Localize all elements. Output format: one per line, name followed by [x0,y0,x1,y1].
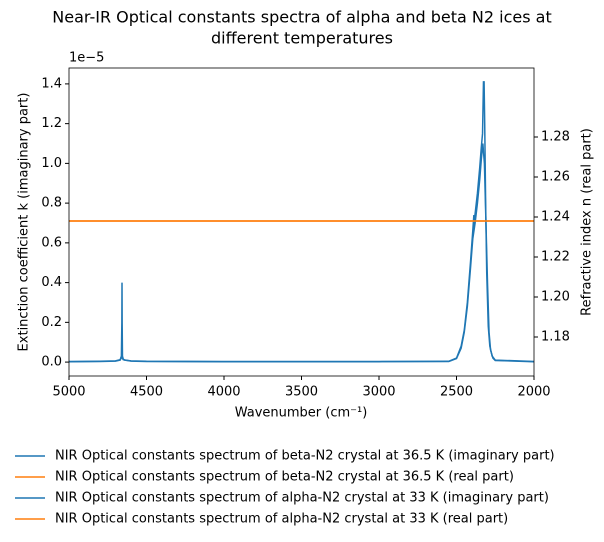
y2-axis-label: Refractive index n (real part) [580,128,595,316]
legend-label: NIR Optical constants spectrum of beta-N… [55,449,555,464]
x-tick-label: 5000 [52,385,85,400]
chart-title: different temperatures [211,29,393,48]
x-tick-label: 4500 [130,385,163,400]
legend-label: NIR Optical constants spectrum of beta-N… [55,470,514,485]
y-tick-label: 0.8 [41,196,62,211]
y-offset-label: 1e−5 [69,51,104,66]
legend-label: NIR Optical constants spectrum of alpha-… [55,491,549,506]
y-tick-label: 0.6 [41,235,62,250]
y2-tick-label: 1.20 [541,290,570,305]
x-tick-label: 2500 [440,385,473,400]
y-tick-label: 1.0 [41,156,62,171]
x-tick-label: 4000 [207,385,240,400]
y-tick-label: 1.4 [41,76,62,91]
y2-tick-label: 1.18 [541,330,570,345]
x-tick-label: 3500 [285,385,318,400]
plot-frame [68,67,535,377]
y-tick-label: 0.2 [41,315,62,330]
y2-tick-label: 1.22 [541,250,570,265]
y-tick-label: 0.4 [41,275,62,290]
y2-tick-label: 1.24 [541,210,570,225]
y2-tick-label: 1.26 [541,170,570,185]
y-axis-label: Extinction coefficient k (imaginary part… [17,93,32,352]
y2-tick-label: 1.28 [541,130,570,145]
x-tick-label: 3000 [362,385,395,400]
series-line [69,143,534,363]
y-tick-label: 1.2 [41,116,62,131]
x-tick-label: 2000 [517,385,550,400]
x-axis-label: Wavenumber (cm⁻¹) [235,406,368,421]
chart-title: Near-IR Optical constants spectra of alp… [52,8,551,27]
y-tick-label: 0.0 [41,355,62,370]
legend-label: NIR Optical constants spectrum of alpha-… [55,512,508,527]
